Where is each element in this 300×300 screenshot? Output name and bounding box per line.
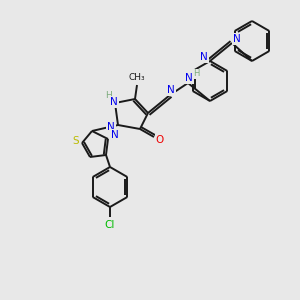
Text: O: O — [156, 135, 164, 145]
Text: N: N — [200, 52, 208, 62]
Text: N: N — [110, 97, 118, 107]
Text: N: N — [167, 85, 175, 95]
Text: N: N — [233, 34, 241, 44]
Text: N: N — [111, 130, 119, 140]
Text: CH₃: CH₃ — [129, 73, 145, 82]
Text: S: S — [73, 136, 79, 146]
Text: H: H — [106, 92, 112, 100]
Text: N: N — [107, 122, 115, 132]
Text: N: N — [185, 73, 193, 83]
Text: Cl: Cl — [105, 220, 115, 230]
Text: H: H — [193, 70, 199, 79]
